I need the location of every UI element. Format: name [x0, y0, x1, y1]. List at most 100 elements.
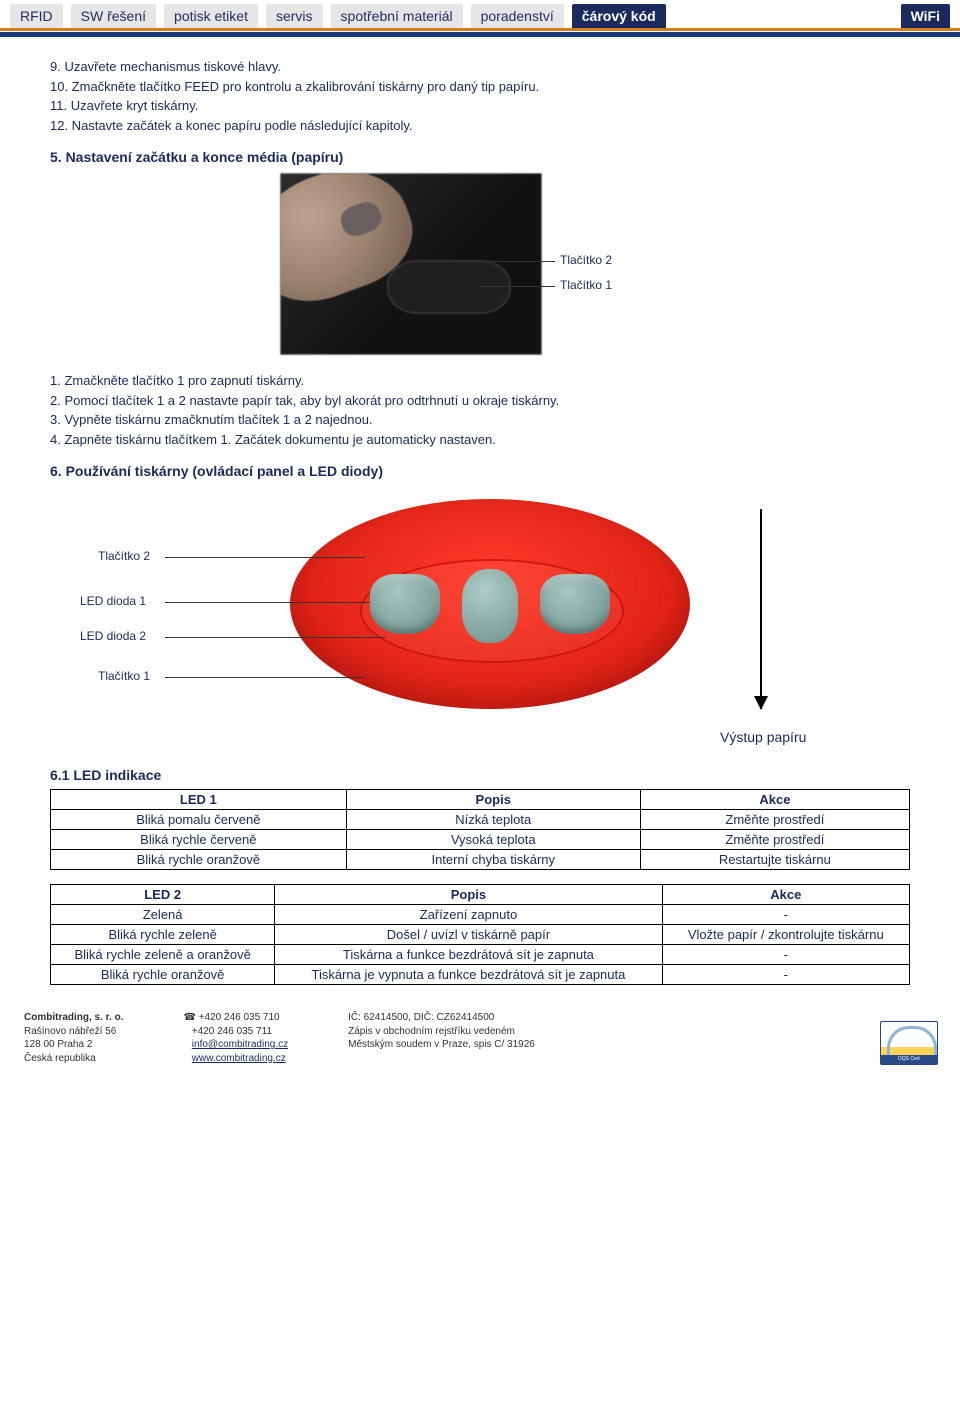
section5-steps: 1. Zmačkněte tlačítko 1 pro zapnutí tisk… — [50, 371, 910, 449]
td: Interní chyba tiskárny — [346, 850, 640, 870]
td: Tiskárna a funkce bezdrátová sít je zapn… — [275, 945, 662, 965]
td: Tiskárna je vypnuta a funkce bezdrátová … — [275, 965, 662, 985]
footer-col-legal: IČ: 62414500, DIČ: CZ62414500 Zápis v ob… — [348, 1011, 535, 1065]
td: Bliká rychle zeleně — [51, 925, 275, 945]
table-row: Zelená Zařízení zapnuto - — [51, 905, 910, 925]
instruction-block-top: 9. Uzavřete mechanismus tiskové hlavy. 1… — [50, 57, 910, 135]
oval-button-left — [370, 574, 440, 634]
table-row: Bliká rychle červeně Vysoká teplota Změň… — [51, 830, 910, 850]
label-vystup-papiru: Výstup papíru — [720, 729, 806, 745]
table-row: Bliká rychle oranžově Interní chyba tisk… — [51, 850, 910, 870]
paper-output-arrow — [760, 509, 762, 709]
header-rule-orange — [0, 28, 960, 31]
label-btn1: Tlačítko 1 — [560, 278, 612, 292]
footer-addr-3: Česká republika — [24, 1053, 96, 1064]
instr-12: 12. Nastavte začátek a konec papíru podl… — [50, 118, 413, 133]
td: Restartujte tiskárnu — [640, 850, 909, 870]
td: - — [662, 945, 909, 965]
table-row: Bliká rychle oranžově Tiskárna je vypnut… — [51, 965, 910, 985]
tab-spotrebni-material[interactable]: spotřební materiál — [331, 4, 463, 28]
cert-badge: DQS Cert — [880, 1021, 938, 1065]
page-content: 9. Uzavřete mechanismus tiskové hlavy. 1… — [0, 37, 960, 1009]
td: Zelená — [51, 905, 275, 925]
footer-company-name: Combitrading, s. r. o. — [24, 1012, 123, 1023]
footer-addr-1: Rašínovo nábřeží 56 — [24, 1026, 116, 1037]
section5-heading: 5. Nastavení začátku a konce média (papí… — [50, 149, 910, 165]
footer-col-company: Combitrading, s. r. o. Rašínovo nábřeží … — [24, 1011, 123, 1065]
oval-button-right — [540, 574, 610, 634]
lead-tl1 — [165, 677, 365, 678]
instr-9: 9. Uzavřete mechanismus tiskové hlavy. — [50, 59, 281, 74]
top-nav: RFID SW řešení potisk etiket servis spot… — [0, 0, 960, 28]
td: Změňte prostředí — [640, 830, 909, 850]
tab-carovy-kod[interactable]: čárový kód — [572, 4, 666, 28]
section61-heading: 6.1 LED indikace — [50, 767, 910, 783]
label-led-1: LED dioda 1 — [80, 594, 146, 608]
footer-legal-1: Zápis v obchodním rejstříku vedeném — [348, 1026, 515, 1037]
th-popis: Popis — [346, 790, 640, 810]
step-4: 4. Zapněte tiskárnu tlačítkem 1. Začátek… — [50, 432, 496, 447]
page-footer: Combitrading, s. r. o. Rašínovo nábřeží … — [0, 1009, 960, 1075]
footer-addr-2: 128 00 Praha 2 — [24, 1039, 92, 1050]
label-btn2: Tlačítko 2 — [560, 253, 612, 267]
label-tlacitko-1: Tlačítko 1 — [98, 669, 150, 683]
footer-phone-2: +420 246 035 711 — [192, 1026, 272, 1037]
td: Bliká rychle zeleně a oranžově — [51, 945, 275, 965]
printer-photo-1 — [280, 173, 542, 355]
oval-button-middle — [462, 569, 518, 643]
table-header-row: LED 1 Popis Akce — [51, 790, 910, 810]
td: - — [662, 905, 909, 925]
td: Vysoká teplota — [346, 830, 640, 850]
table-row: Bliká rychle zeleně Došel / uvízl v tisk… — [51, 925, 910, 945]
lead-led2 — [165, 637, 385, 638]
tab-poradenstvi[interactable]: poradenství — [471, 4, 564, 28]
td: Došel / uvízl v tiskárně papír — [275, 925, 662, 945]
button-oval-illustration — [387, 260, 511, 314]
instr-11: 11. Uzavřete kryt tiskárny. — [50, 98, 198, 113]
th-akce: Akce — [640, 790, 909, 810]
td: Zařízení zapnuto — [275, 905, 662, 925]
td: Bliká rychle červeně — [51, 830, 347, 850]
step-3: 3. Vypněte tiskárnu zmačknutím tlačítek … — [50, 412, 373, 427]
lead-led1 — [165, 602, 370, 603]
th-led2: LED 2 — [51, 885, 275, 905]
tab-wifi[interactable]: WiFi — [901, 4, 950, 28]
tab-sw-reseni[interactable]: SW řešení — [71, 4, 156, 28]
step-2: 2. Pomocí tlačítek 1 a 2 nastavte papír … — [50, 393, 559, 408]
th-akce: Akce — [662, 885, 909, 905]
td: Vložte papír / zkontrolujte tiskárnu — [662, 925, 909, 945]
tab-rfid[interactable]: RFID — [10, 4, 63, 28]
section6-figure: Tlačítko 2 LED dioda 1 LED dioda 2 Tlačí… — [50, 489, 910, 759]
lead-line-btn1 — [480, 286, 555, 287]
th-popis: Popis — [275, 885, 662, 905]
label-tlacitko-2: Tlačítko 2 — [98, 549, 150, 563]
table-row: Bliká pomalu červeně Nízká teplota Změňt… — [51, 810, 910, 830]
phone-icon: ☎ — [183, 1012, 195, 1023]
led1-table: LED 1 Popis Akce Bliká pomalu červeně Ní… — [50, 789, 910, 870]
td: Bliká rychle oranžově — [51, 850, 347, 870]
led2-table: LED 2 Popis Akce Zelená Zařízení zapnuto… — [50, 884, 910, 985]
footer-email-link[interactable]: info@combitrading.cz — [192, 1039, 288, 1050]
footer-legal-2: Městským soudem v Praze, spis C/ 31926 — [348, 1039, 535, 1050]
footer-ic: IČ: 62414500, DIČ: CZ62414500 — [348, 1012, 494, 1023]
tab-potisk-etiket[interactable]: potisk etiket — [164, 4, 258, 28]
lead-tl2 — [165, 557, 365, 558]
footer-web-link[interactable]: www.combitrading.cz — [192, 1053, 286, 1064]
td: Bliká pomalu červeně — [51, 810, 347, 830]
td: Nízká teplota — [346, 810, 640, 830]
table-row: Bliká rychle zeleně a oranžově Tiskárna … — [51, 945, 910, 965]
step-1: 1. Zmačkněte tlačítko 1 pro zapnutí tisk… — [50, 373, 304, 388]
table-header-row: LED 2 Popis Akce — [51, 885, 910, 905]
cert-label: DQS Cert — [881, 1055, 937, 1064]
th-led1: LED 1 — [51, 790, 347, 810]
td: - — [662, 965, 909, 985]
section5-figure: Tlačítko 2 Tlačítko 1 — [280, 173, 680, 355]
tab-servis[interactable]: servis — [266, 4, 323, 28]
td: Bliká rychle oranžově — [51, 965, 275, 985]
footer-col-contact: ☎ +420 246 035 710 +420 246 035 711 info… — [183, 1011, 288, 1065]
lead-line-btn2 — [480, 261, 555, 262]
td: Změňte prostředí — [640, 810, 909, 830]
instr-10: 10. Zmačkněte tlačítko FEED pro kontrolu… — [50, 79, 539, 94]
section6-heading: 6. Používání tiskárny (ovládací panel a … — [50, 463, 910, 479]
label-led-2: LED dioda 2 — [80, 629, 146, 643]
